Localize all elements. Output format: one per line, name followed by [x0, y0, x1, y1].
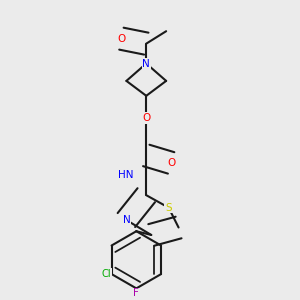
Text: HN: HN [118, 170, 134, 180]
Text: S: S [165, 202, 172, 213]
Text: O: O [167, 158, 175, 168]
Text: F: F [134, 288, 139, 298]
Text: O: O [142, 113, 150, 123]
Text: N: N [122, 215, 130, 225]
Text: O: O [117, 34, 126, 44]
Text: Cl: Cl [102, 269, 111, 279]
Text: N: N [142, 58, 150, 68]
